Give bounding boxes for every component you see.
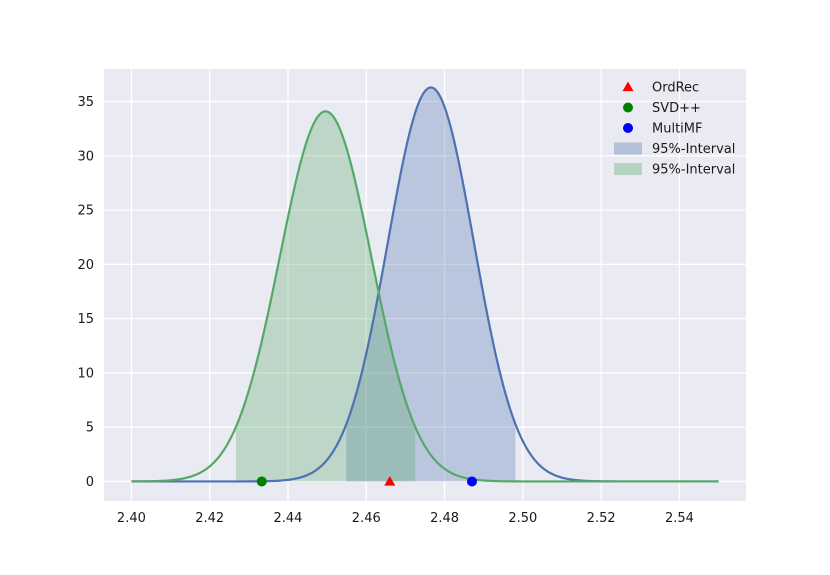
x-tick-label: 2.42 xyxy=(195,511,224,526)
interval-fill-1 xyxy=(346,87,516,482)
x-tick-label: 2.44 xyxy=(274,511,303,526)
legend-label: OrdRec xyxy=(652,81,699,96)
x-axis-ticks: 2.40 2.42 2.44 2.46 2.48 2.50 2.52 2.54 xyxy=(117,511,694,526)
y-axis-ticks: 0 5 10 15 20 25 30 35 xyxy=(77,95,94,490)
legend-label: 95%-Interval xyxy=(652,142,735,157)
x-tick-label: 2.50 xyxy=(508,511,537,526)
point-multimf xyxy=(466,476,477,487)
density-line-2 xyxy=(131,110,719,483)
legend-marker-95-interval-5 xyxy=(614,163,642,175)
legend-label: MultiMF xyxy=(652,122,702,137)
y-tick-label: 20 xyxy=(77,258,94,273)
legend: OrdRec SVD++ MultiMF 95%-Interval 95%-Interv… xyxy=(614,81,735,178)
density-lines xyxy=(131,86,719,483)
y-tick-label: 35 xyxy=(77,95,94,110)
y-tick-label: 10 xyxy=(77,366,94,381)
legend-marker-multimf-3 xyxy=(623,123,633,133)
legend-label: SVD++ xyxy=(652,101,701,116)
legend-marker-95-interval-4 xyxy=(614,142,642,155)
x-tick-label: 2.52 xyxy=(587,511,616,526)
x-tick-label: 2.54 xyxy=(665,511,694,526)
interval-fill-2 xyxy=(235,111,416,482)
y-tick-label: 0 xyxy=(86,475,94,490)
y-tick-label: 25 xyxy=(77,204,94,219)
y-tick-label: 5 xyxy=(86,421,94,436)
legend-marker-svd-2 xyxy=(623,102,633,113)
interval-fills xyxy=(235,87,516,482)
model-points xyxy=(256,475,477,487)
legend-marker-ordrec-1 xyxy=(622,81,634,92)
y-tick-label: 30 xyxy=(77,149,94,164)
x-tick-label: 2.46 xyxy=(352,511,381,526)
x-tick-label: 2.48 xyxy=(430,511,459,526)
point-svd xyxy=(256,476,267,487)
point-ordrec xyxy=(384,475,396,486)
y-tick-label: 15 xyxy=(77,312,94,327)
x-tick-label: 2.40 xyxy=(117,511,146,526)
legend-label: 95%-Interval xyxy=(652,163,735,178)
plot-background xyxy=(104,69,746,501)
